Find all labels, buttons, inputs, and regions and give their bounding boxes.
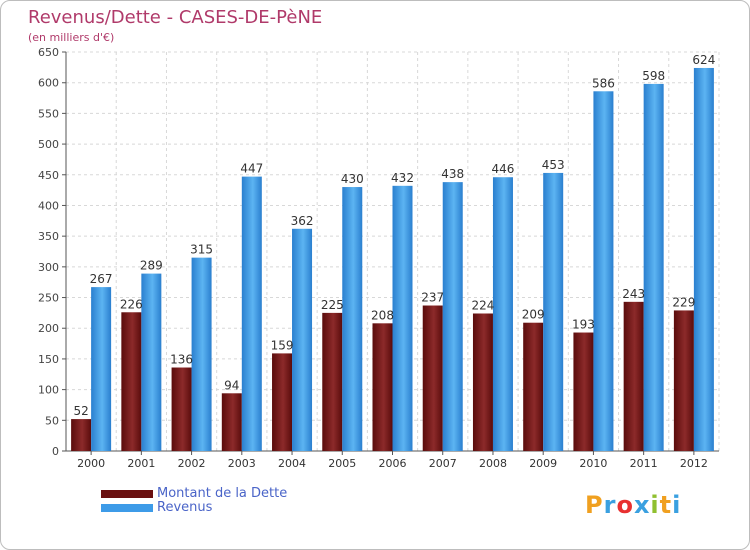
- bar-dette: [121, 312, 142, 451]
- y-tick-label: 650: [38, 46, 59, 59]
- logo-letter: P: [585, 491, 604, 519]
- x-tick-label: 2007: [429, 457, 457, 470]
- y-tick-label: 350: [38, 230, 59, 243]
- data-label-dette: 52: [73, 404, 88, 418]
- data-label-revenus: 315: [190, 243, 213, 257]
- logo-letter: x: [633, 491, 651, 519]
- legend-label-dette: Montant de la Dette: [157, 486, 288, 501]
- x-tick-label: 2008: [479, 457, 507, 470]
- bar-revenus: [241, 176, 262, 451]
- legend-label-revenus: Revenus: [157, 500, 213, 515]
- x-tick-label: 2012: [680, 457, 708, 470]
- bar-revenus: [342, 187, 363, 452]
- bar-revenus: [141, 273, 162, 451]
- data-label-dette: 243: [622, 287, 645, 301]
- data-label-dette: 136: [170, 353, 193, 367]
- x-tick-label: 2006: [379, 457, 407, 470]
- x-tick-label: 2002: [178, 457, 206, 470]
- data-label-revenus: 362: [291, 214, 314, 228]
- data-label-dette: 229: [672, 295, 695, 309]
- data-label-revenus: 586: [592, 76, 615, 90]
- data-label-revenus: 438: [441, 167, 464, 181]
- bar-dette: [322, 312, 343, 451]
- bar-revenus: [442, 182, 463, 452]
- bar-dette: [171, 367, 192, 451]
- y-tick-label: 300: [38, 261, 59, 274]
- y-tick-label: 500: [38, 138, 59, 151]
- data-label-revenus: 598: [642, 69, 665, 83]
- data-label-revenus: 289: [140, 259, 163, 273]
- data-label-dette: 94: [224, 378, 239, 392]
- x-tick-label: 2009: [529, 457, 557, 470]
- data-label-dette: 237: [421, 291, 444, 305]
- bar-dette: [472, 313, 493, 451]
- data-label-dette: 226: [120, 297, 143, 311]
- data-label-revenus: 624: [692, 53, 715, 67]
- logo-letter: o: [616, 491, 634, 519]
- data-label-dette: 193: [572, 318, 595, 332]
- bar-dette: [221, 393, 242, 451]
- data-label-revenus: 267: [90, 272, 113, 286]
- bar-revenus: [593, 91, 614, 451]
- data-label-dette: 224: [472, 298, 495, 312]
- bar-dette: [673, 310, 694, 451]
- bar-dette: [71, 419, 92, 451]
- bar-revenus: [693, 67, 714, 452]
- logo-letter: i: [650, 491, 660, 519]
- data-label-dette: 209: [522, 308, 545, 322]
- logo-letter: r: [603, 491, 617, 519]
- legend-swatch-revenus: [101, 504, 153, 512]
- y-tick-label: 100: [38, 384, 59, 397]
- x-tick-label: 2003: [228, 457, 256, 470]
- x-tick-label: 2001: [127, 457, 155, 470]
- data-label-dette: 208: [371, 308, 394, 322]
- logo-letter: t: [659, 491, 673, 519]
- x-tick-label: 2011: [630, 457, 658, 470]
- legend-swatch-dette: [101, 490, 153, 498]
- bar-dette: [422, 305, 443, 451]
- bar-dette: [272, 353, 293, 451]
- bar-revenus: [191, 257, 212, 451]
- bar-dette: [623, 301, 644, 451]
- proxiti-logo: Proxiti: [585, 491, 681, 519]
- data-label-revenus: 446: [492, 162, 515, 176]
- x-tick-label: 2005: [328, 457, 356, 470]
- y-tick-label: 150: [38, 353, 59, 366]
- data-label-revenus: 430: [341, 172, 364, 186]
- bar-revenus: [392, 185, 413, 451]
- x-tick-label: 2000: [77, 457, 105, 470]
- y-tick-label: 550: [38, 107, 59, 120]
- bar-revenus: [492, 177, 513, 451]
- data-label-revenus: 447: [240, 162, 263, 176]
- logo-letter: i: [672, 491, 682, 519]
- bar-dette: [573, 332, 594, 451]
- x-tick-label: 2010: [579, 457, 607, 470]
- bar-dette: [523, 322, 544, 451]
- chart-title: Revenus/Dette - CASES-DE-PèNE: [28, 7, 323, 28]
- y-tick-label: 600: [38, 77, 59, 90]
- data-label-revenus: 453: [542, 158, 565, 172]
- bar-revenus: [292, 228, 313, 451]
- data-label-revenus: 432: [391, 171, 414, 185]
- bar-revenus: [91, 287, 112, 451]
- y-tick-label: 400: [38, 199, 59, 212]
- bar-revenus: [543, 172, 564, 452]
- bar-revenus: [643, 83, 664, 452]
- x-tick-label: 2004: [278, 457, 306, 470]
- bar-dette: [372, 323, 393, 451]
- data-label-dette: 225: [321, 298, 344, 312]
- chart-subtitle: (en milliers d'€): [28, 31, 115, 44]
- y-tick-label: 0: [52, 445, 59, 458]
- y-tick-label: 250: [38, 292, 59, 305]
- data-label-dette: 159: [271, 338, 294, 352]
- y-tick-label: 50: [45, 414, 59, 427]
- y-tick-label: 200: [38, 322, 59, 335]
- y-tick-label: 450: [38, 169, 59, 182]
